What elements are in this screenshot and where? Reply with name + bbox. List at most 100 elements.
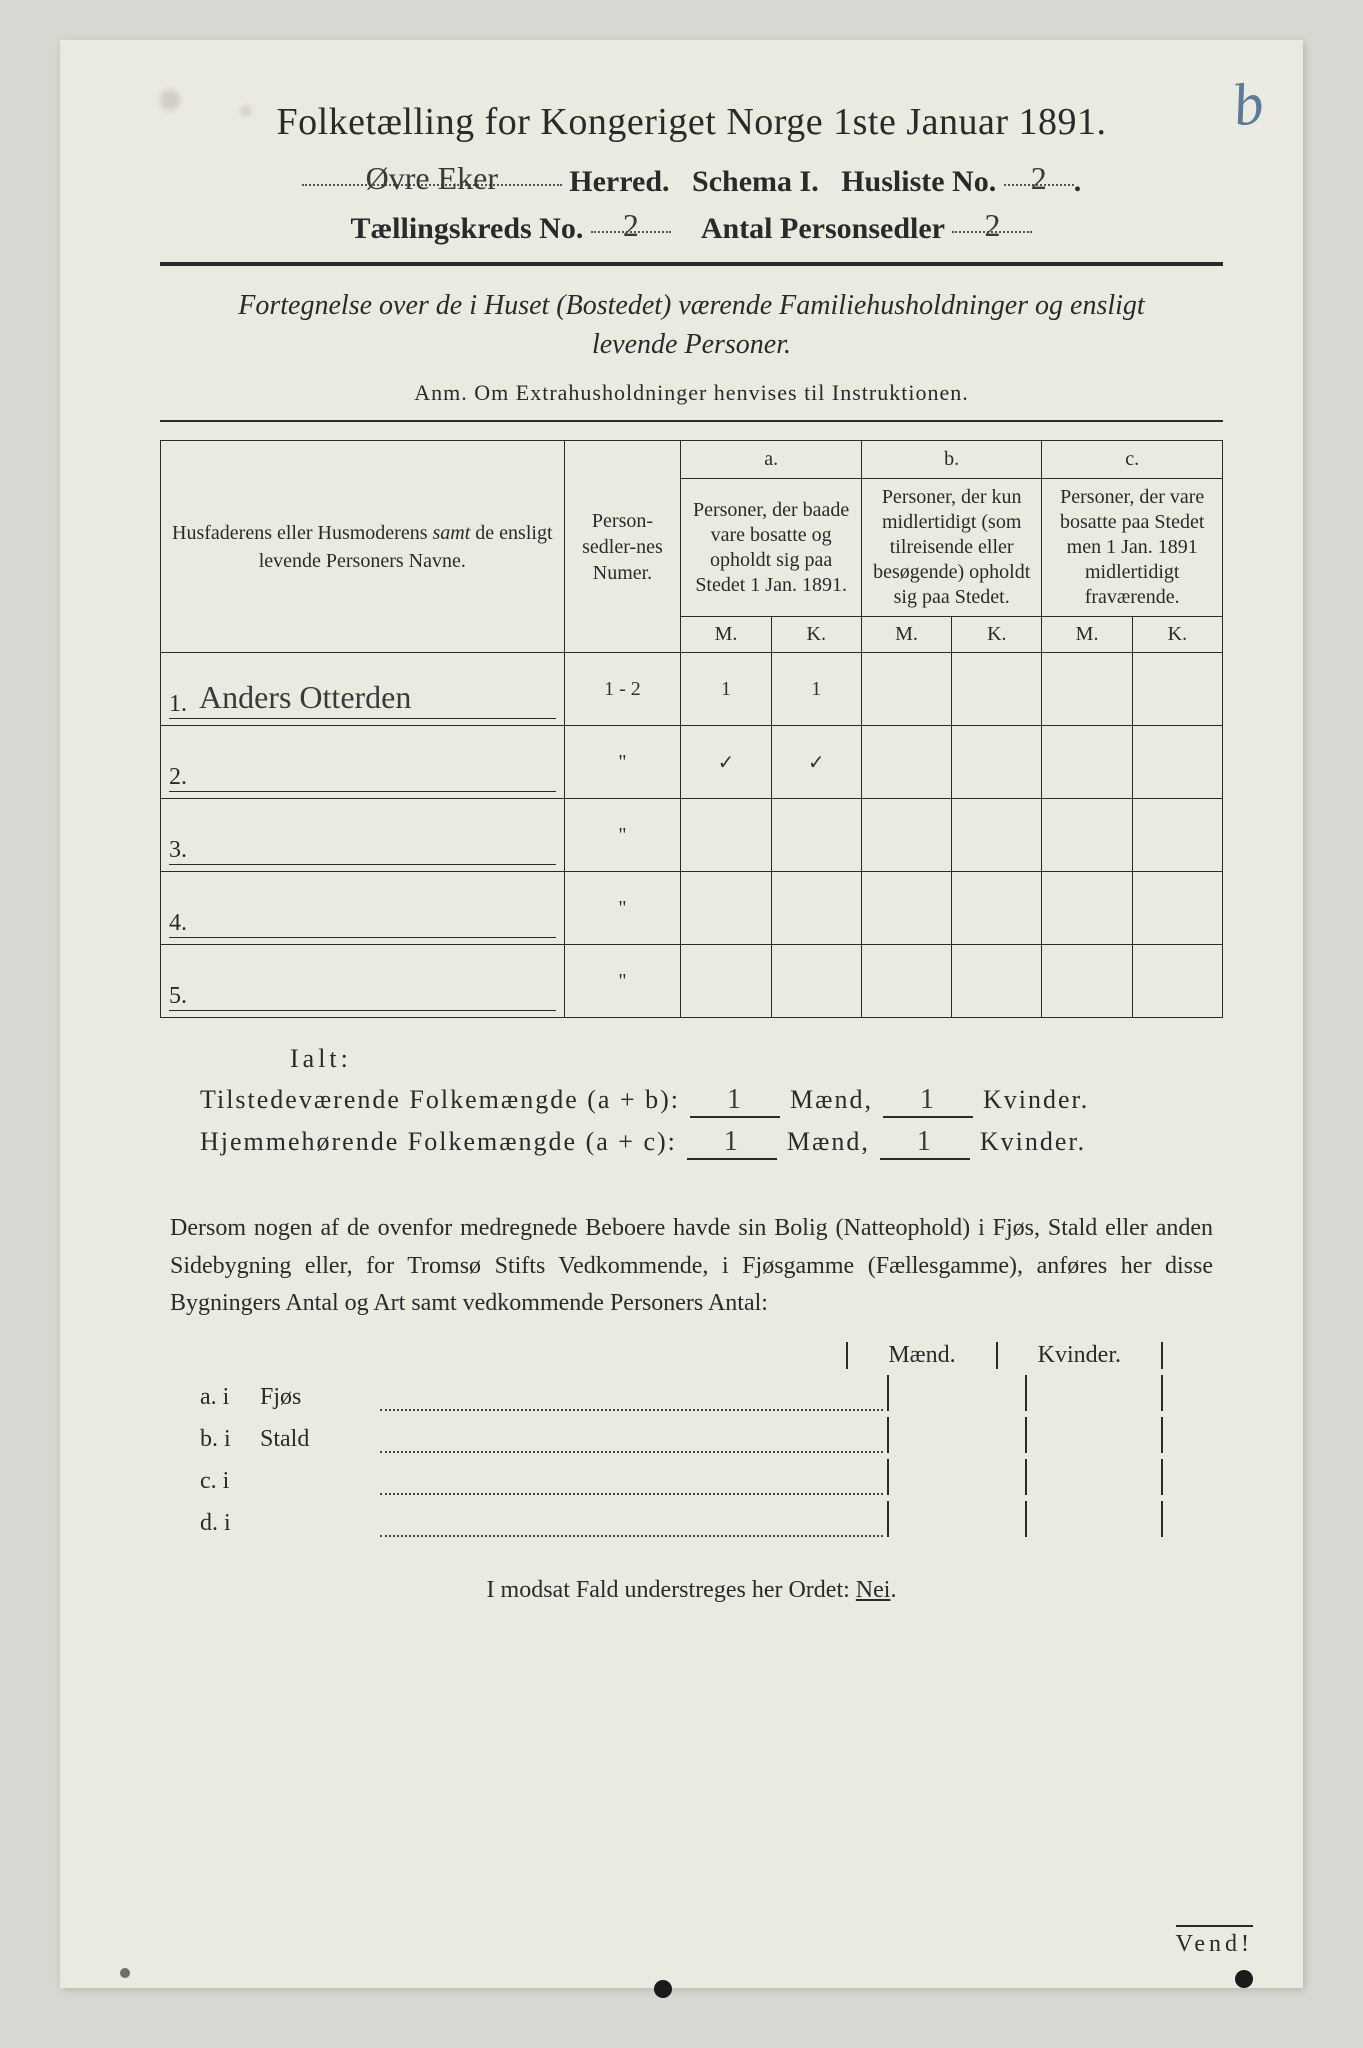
value-cell <box>771 799 861 872</box>
mk-k: K. <box>952 617 1042 653</box>
divider <box>160 262 1223 266</box>
number-cell: 1 - 2 <box>564 653 681 726</box>
value-cell <box>952 872 1042 945</box>
header-line-1: Øvre Eker Herred. Schema I. Husliste No.… <box>160 162 1223 199</box>
number-cell: " <box>564 726 681 799</box>
value-cell <box>681 799 771 872</box>
value-cell <box>1132 799 1222 872</box>
table-row: 2. "✓✓ <box>161 726 1223 799</box>
building-row: c. i <box>200 1459 1163 1495</box>
kvinder-label: Kvinder. <box>980 1127 1086 1157</box>
number-cell: " <box>564 872 681 945</box>
col-a-label: a. <box>681 441 862 479</box>
value-cell <box>1132 945 1222 1018</box>
turn-over-label: Vend! <box>1176 1925 1253 1958</box>
nei-word: Nei <box>856 1577 891 1603</box>
table-row: 3. " <box>161 799 1223 872</box>
divider <box>160 420 1223 422</box>
antal-label: Antal Personsedler <box>701 212 945 245</box>
name-cell: 1. Anders Otterden <box>161 653 565 726</box>
hjemme-label: Hjemmehørende Folkemængde (a + c): <box>200 1127 677 1157</box>
col-c-desc: Personer, der vare bosatte paa Stedet me… <box>1042 479 1223 617</box>
tilstede-label: Tilstedeværende Folkemængde (a + b): <box>200 1085 680 1115</box>
value-cell <box>952 945 1042 1018</box>
building-row: d. i <box>200 1501 1163 1537</box>
hjemme-kvinder-value: 1 <box>880 1126 970 1160</box>
value-cell: ✓ <box>771 726 861 799</box>
tilstede-maend-value: 1 <box>690 1084 780 1118</box>
value-cell <box>1042 872 1132 945</box>
value-cell <box>1042 653 1132 726</box>
maend-label: Mænd, <box>790 1085 873 1115</box>
building-row: a. iFjøs <box>200 1375 1163 1411</box>
value-cell <box>952 726 1042 799</box>
number-cell: " <box>564 799 681 872</box>
annotation-note: Anm. Om Extrahusholdninger henvises til … <box>160 380 1223 406</box>
value-cell <box>861 726 951 799</box>
herred-label: Herred. <box>569 165 669 198</box>
paper-smudge <box>160 90 180 110</box>
value-cell <box>861 872 951 945</box>
value-cell <box>861 653 951 726</box>
value-cell <box>861 799 951 872</box>
husliste-label: Husliste No. <box>841 165 996 198</box>
kreds-label: Tællingskreds No. <box>351 212 584 245</box>
subtitle: Fortegnelse over de i Huset (Bostedet) v… <box>200 286 1183 364</box>
name-cell: 4. <box>161 872 565 945</box>
schema-label: Schema I. <box>692 165 819 198</box>
maend-label: Mænd, <box>787 1127 870 1157</box>
building-row: b. iStald <box>200 1417 1163 1453</box>
value-cell: 1 <box>681 653 771 726</box>
tilstede-kvinder-value: 1 <box>883 1084 973 1118</box>
col-c-label: c. <box>1042 441 1223 479</box>
value-cell <box>681 872 771 945</box>
value-cell: 1 <box>771 653 861 726</box>
value-cell <box>1132 872 1222 945</box>
value-cell <box>861 945 951 1018</box>
table-row: 5. " <box>161 945 1223 1018</box>
col-header-number: Person-sedler-nes Numer. <box>564 441 681 653</box>
name-cell: 5. <box>161 945 565 1018</box>
value-cell <box>952 799 1042 872</box>
col-header-name: Husfaderens eller Husmode­rens samt de e… <box>161 441 565 653</box>
value-cell <box>1042 799 1132 872</box>
value-cell: ✓ <box>681 726 771 799</box>
name-cell: 3. <box>161 799 565 872</box>
mk-m: M. <box>861 617 951 653</box>
header-line-2: Tællingskreds No. 2 Antal Personsedler 2 <box>160 209 1223 246</box>
hole-punch <box>654 1980 672 1998</box>
mk-m: M. <box>681 617 771 653</box>
value-cell <box>1132 653 1222 726</box>
mk-k: K. <box>771 617 861 653</box>
table-row: 4. " <box>161 872 1223 945</box>
antal-value: 2 <box>984 207 1000 243</box>
value-cell <box>681 945 771 1018</box>
value-cell <box>1132 726 1222 799</box>
table-row: 1. Anders Otterden1 - 211 <box>161 653 1223 726</box>
col-b-label: b. <box>861 441 1042 479</box>
value-cell <box>1042 726 1132 799</box>
paper-smudge <box>240 105 252 117</box>
handwritten-page-mark: b <box>1228 68 1267 141</box>
nei-line: I modsat Fald understreges her Ordet: Ne… <box>160 1577 1223 1604</box>
maend-header: Mænd. <box>846 1342 995 1369</box>
value-cell <box>952 653 1042 726</box>
value-cell <box>771 872 861 945</box>
hjemme-maend-value: 1 <box>687 1126 777 1160</box>
kreds-value: 2 <box>623 207 639 243</box>
document-title: Folketælling for Kongeriget Norge 1ste J… <box>160 100 1223 144</box>
value-cell <box>1042 945 1132 1018</box>
hole-punch <box>120 1968 130 1978</box>
census-table: Husfaderens eller Husmode­rens samt de e… <box>160 440 1223 1018</box>
mk-m: M. <box>1042 617 1132 653</box>
sum-hjemme: Hjemmehørende Folkemængde (a + c): 1 Mæn… <box>200 1126 1223 1160</box>
number-cell: " <box>564 945 681 1018</box>
name-cell: 2. <box>161 726 565 799</box>
husliste-value: 2 <box>1031 160 1047 196</box>
col-b-desc: Personer, der kun midlertidigt (som tilr… <box>861 479 1042 617</box>
col-a-desc: Personer, der baade vare bosatte og opho… <box>681 479 862 617</box>
explanatory-paragraph: Dersom nogen af de ovenfor medregnede Be… <box>170 1210 1213 1322</box>
kvinder-header: Kvinder. <box>996 1342 1163 1369</box>
ialt-label: Ialt: <box>290 1044 1223 1074</box>
kvinder-label: Kvinder. <box>983 1085 1089 1115</box>
